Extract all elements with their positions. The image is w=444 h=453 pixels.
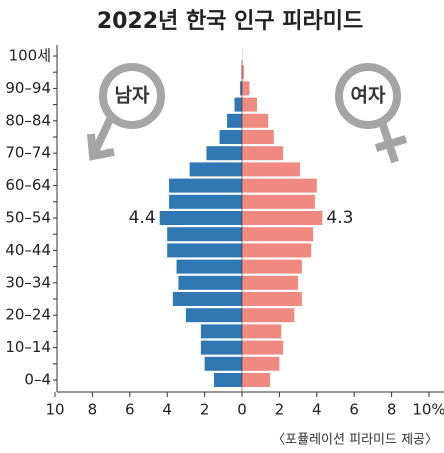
y-tick-label: 10–14: [5, 338, 51, 356]
bar: [169, 178, 242, 193]
bar: [242, 227, 314, 242]
y-tick-label: 0–4: [24, 371, 51, 389]
bar: [242, 130, 274, 144]
bar: [242, 81, 250, 96]
bar: [204, 356, 242, 371]
x-tick-label: 4: [162, 401, 172, 419]
chart-title: 2022년 한국 인구 피라미드: [97, 9, 363, 34]
y-tick-label: 80–84: [5, 111, 51, 129]
value-label: 4.3: [326, 208, 353, 228]
bar: [176, 259, 242, 274]
y-tick-label: 40–44: [5, 241, 51, 259]
x-tick-label: 8: [88, 401, 98, 419]
x-tick-label: 8: [387, 401, 397, 419]
y-tick-label: 20–24: [5, 306, 51, 324]
bar: [159, 211, 242, 225]
bar: [227, 113, 242, 128]
y-tick-label: 30–34: [5, 273, 51, 291]
x-tick-label: 10%: [412, 401, 444, 419]
bar: [242, 194, 315, 209]
bar: [169, 194, 242, 209]
bar: [206, 146, 242, 161]
bar: [172, 292, 242, 306]
bar: [242, 146, 284, 161]
value-label: 4.4: [129, 208, 156, 228]
bar: [167, 227, 242, 242]
x-tick-label: 2: [275, 401, 285, 419]
bar: [242, 97, 257, 112]
bar: [200, 324, 242, 339]
x-tick-label: 0: [237, 401, 247, 419]
bar: [242, 65, 244, 80]
y-tick-label: 60–64: [5, 176, 51, 194]
y-tick-label: 90–94: [5, 79, 51, 97]
bar: [242, 308, 295, 323]
bar: [242, 162, 300, 177]
bar: [242, 340, 284, 355]
bar: [242, 243, 312, 258]
male-symbol: [87, 63, 165, 161]
bar: [240, 81, 242, 96]
bar: [242, 373, 271, 387]
bar: [242, 356, 280, 371]
bar: [242, 292, 302, 306]
bar: [189, 162, 242, 177]
y-tick-label: 50–54: [5, 209, 51, 227]
bar: [185, 308, 242, 323]
legend-label: 남자: [115, 85, 150, 107]
x-tick-label: 10: [45, 401, 64, 419]
x-tick-label: 2: [200, 401, 210, 419]
female-symbol: [335, 63, 408, 164]
source: 〈포퓰레이션 피라미드 제공〉: [272, 433, 438, 448]
y-tick-label: 100세: [9, 47, 51, 65]
bar: [242, 324, 282, 339]
bar: [219, 130, 242, 144]
x-tick-label: 6: [349, 401, 359, 419]
y-tick-label: 70–74: [5, 144, 51, 162]
bar: [167, 243, 242, 258]
bar: [234, 97, 242, 112]
bar: [242, 259, 302, 274]
bar: [242, 211, 323, 225]
bar: [200, 340, 242, 355]
x-tick-label: 4: [312, 401, 322, 419]
legend-label: 여자: [351, 85, 386, 107]
bar: [242, 275, 299, 290]
bar: [242, 113, 269, 128]
bar: [213, 373, 242, 387]
bar: [178, 275, 242, 290]
bar: [242, 178, 317, 193]
x-tick-label: 6: [125, 401, 135, 419]
